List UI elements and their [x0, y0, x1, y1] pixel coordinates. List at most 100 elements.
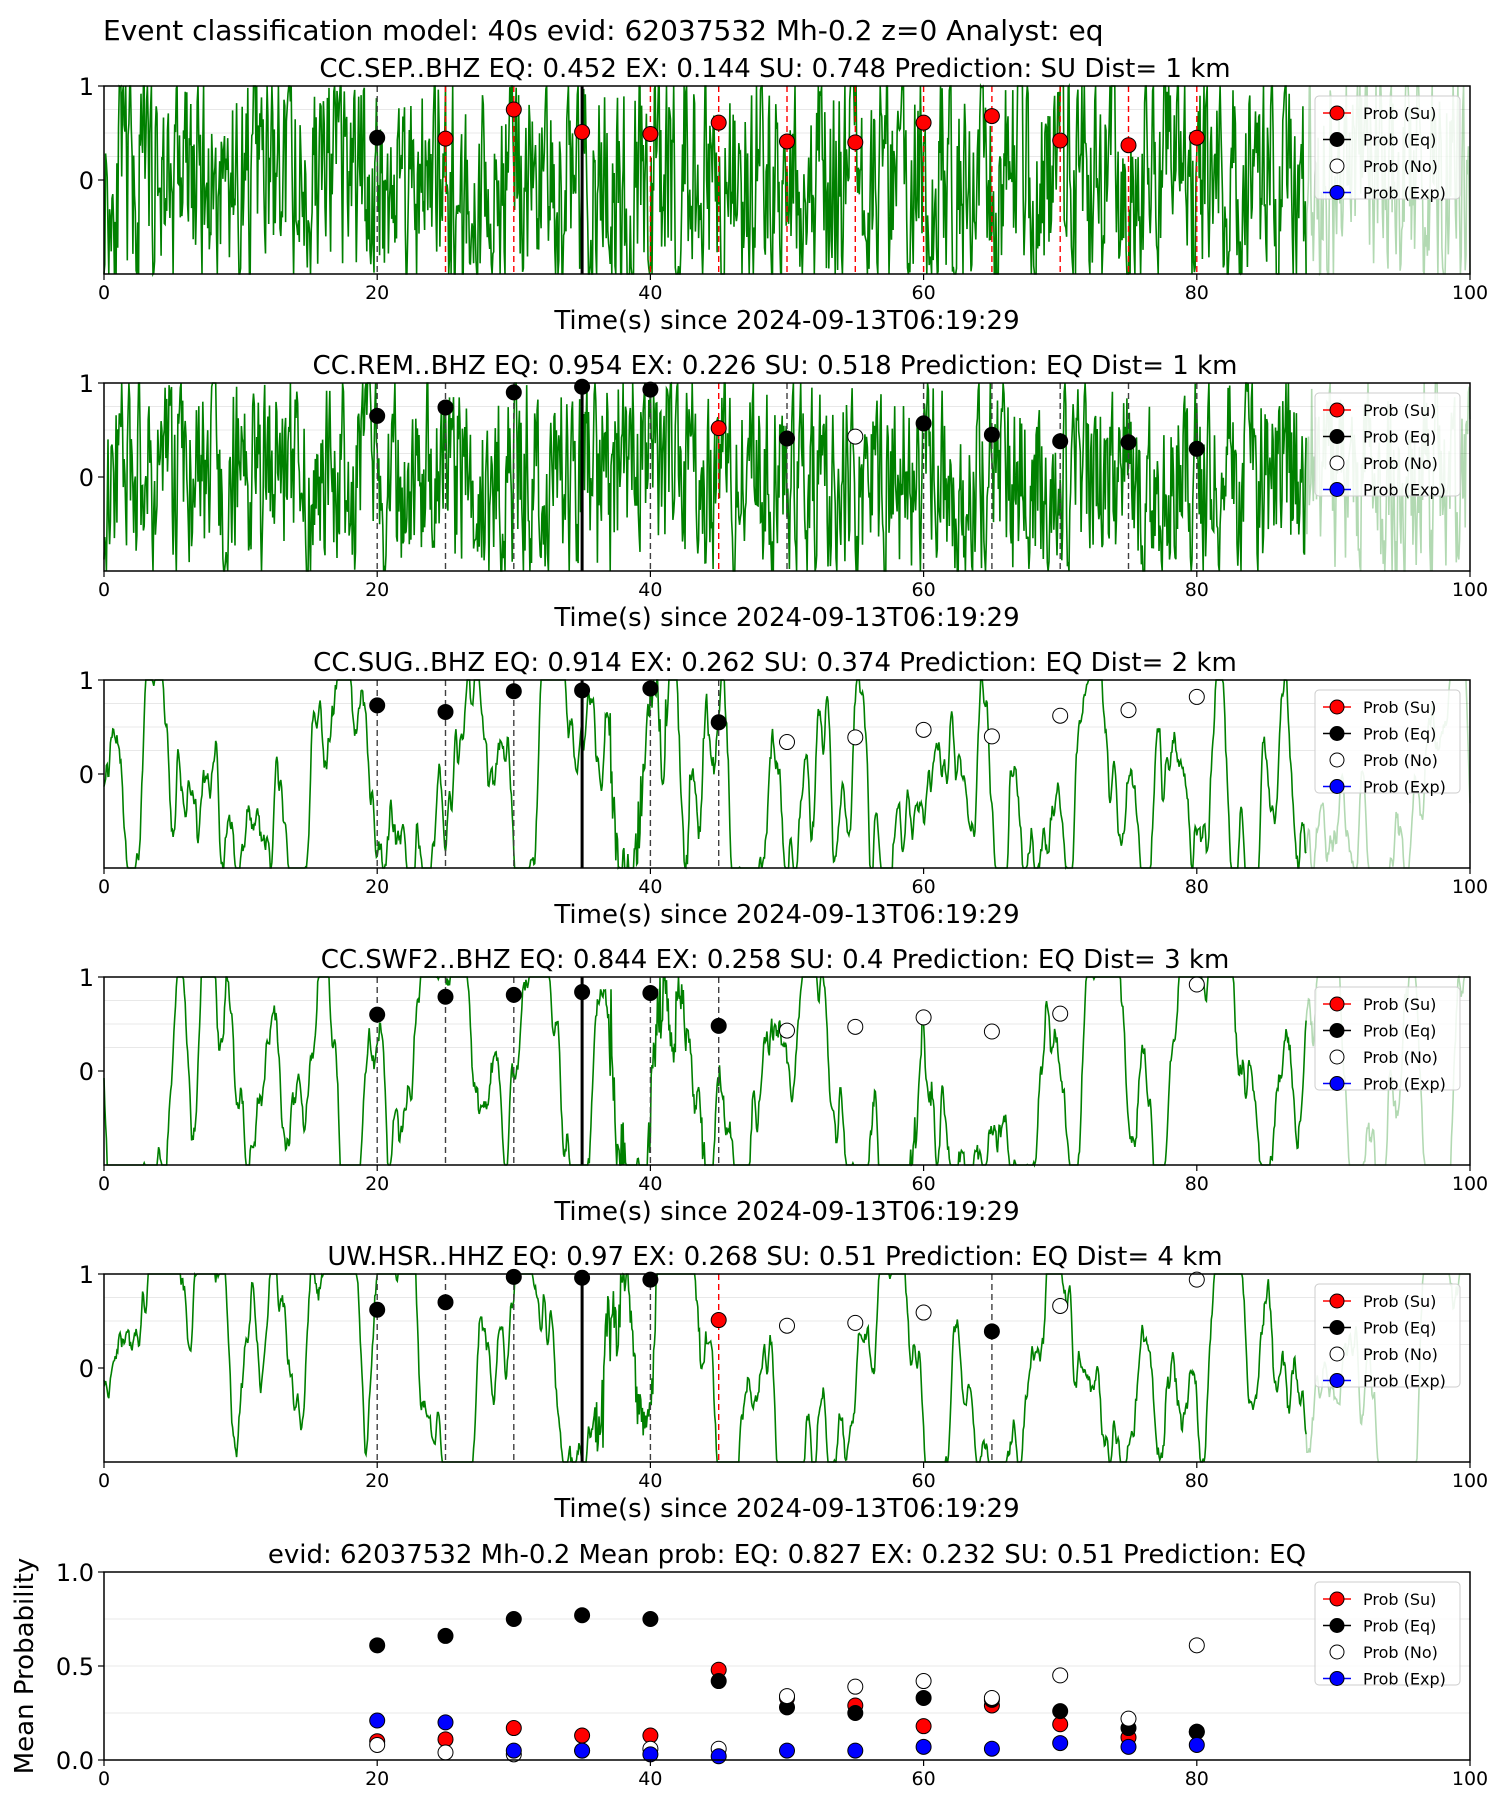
x-tick-label-80: 80 [1185, 876, 1209, 898]
panel-5: 0 20 40 60 80 100 0 1 UW.HSR..HHZ EQ: 0.97 EX: 0… [79, 1242, 1488, 1524]
point-eq-30 [505, 986, 522, 1003]
legend-box [1314, 689, 1461, 794]
legend-label-eq: Prob (Eq) [1363, 428, 1436, 447]
legend-marker-su [1329, 1293, 1345, 1309]
x-tick-label-100: 100 [1452, 1768, 1488, 1790]
legend-marker-su [1329, 402, 1345, 418]
point-su-80 [1188, 129, 1205, 146]
legend-label-no: Prob (No) [1363, 157, 1438, 176]
point-eq-65 [983, 1323, 1000, 1340]
point-eq-30 [505, 1268, 522, 1285]
point-eq-35 [574, 1607, 591, 1624]
point-su-65 [983, 108, 1000, 125]
y-tick-label-0: 0 [79, 1355, 94, 1383]
point-eq-45 [710, 1673, 727, 1690]
y-axis-label: Mean Probability [10, 1558, 40, 1775]
legend: Prob (Su) Prob (Eq) Prob (No) Prob (Exp) [1314, 392, 1461, 500]
x-tick-label-20: 20 [365, 1768, 389, 1790]
point-eq-60 [915, 415, 932, 432]
point-su-45 [710, 420, 727, 437]
point-exp-35 [574, 1742, 591, 1759]
legend-marker-exp [1329, 185, 1345, 200]
panel-3: 0 20 40 60 80 100 0 1 CC.SUG..BHZ EQ: 0.914 EX: … [79, 648, 1488, 930]
point-eq-40 [642, 381, 659, 398]
point-exp-80 [1188, 1736, 1205, 1753]
point-exp-75 [1120, 1738, 1137, 1755]
point-su-35 [574, 1727, 591, 1744]
point-no-20 [369, 1736, 386, 1753]
point-eq-20 [369, 129, 386, 146]
legend: Prob (Su) Prob (Eq) Prob (No) Prob (Exp) [1314, 1283, 1461, 1391]
legend-marker-su [1329, 996, 1345, 1012]
point-eq-45 [710, 1017, 727, 1034]
x-tick-label-40: 40 [638, 1173, 662, 1195]
x-tick-label-80: 80 [1185, 1470, 1209, 1492]
x-axis-label: Time(s) since 2024-09-13T06:19:29 [553, 1197, 1019, 1227]
legend-label-exp: Prob (Exp) [1363, 1075, 1446, 1094]
legend-marker-exp [1329, 1671, 1345, 1686]
y-tick-label-0.5: 0.5 [56, 1653, 94, 1681]
legend-marker-exp [1329, 1373, 1345, 1388]
legend-label-exp: Prob (Exp) [1363, 778, 1446, 797]
point-eq-25 [437, 988, 454, 1005]
legend-label-eq: Prob (Eq) [1363, 131, 1436, 150]
legend-label-eq: Prob (Eq) [1363, 1617, 1436, 1636]
y-tick-label-1: 1 [79, 73, 94, 101]
x-tick-label-80: 80 [1185, 579, 1209, 601]
legend-marker-exp [1329, 1076, 1345, 1091]
y-tick-label-1: 1 [79, 1261, 94, 1289]
point-eq-45 [710, 714, 727, 731]
x-tick-label-0: 0 [98, 1173, 110, 1195]
point-no-60 [915, 721, 932, 738]
legend-marker-su [1329, 699, 1345, 715]
point-eq-55 [847, 1705, 864, 1721]
point-su-40 [642, 125, 659, 142]
x-tick-label-0: 0 [98, 282, 110, 304]
panel-4: 0 20 40 60 80 100 0 1 CC.SWF2..BHZ EQ: 0.844 EX:… [79, 945, 1488, 1227]
legend-marker-no [1329, 1346, 1345, 1362]
point-no-80 [1188, 1271, 1205, 1288]
point-no-50 [779, 734, 795, 751]
legend-label-no: Prob (No) [1363, 454, 1438, 473]
panel-title: UW.HSR..HHZ EQ: 0.97 EX: 0.268 SU: 0.51 … [327, 1242, 1222, 1272]
legend: Prob (Su) Prob (Eq) Prob (No) Prob (Exp) [1314, 986, 1461, 1094]
legend: Prob (Su) Prob (Eq) Prob (No) Prob (Exp) [1314, 1581, 1461, 1689]
y-tick-label-1: 1 [79, 370, 94, 398]
point-su-75 [1120, 137, 1137, 154]
point-eq-40 [642, 1611, 659, 1627]
x-tick-label-80: 80 [1185, 1768, 1209, 1790]
panel-title: CC.SEP..BHZ EQ: 0.452 EX: 0.144 SU: 0.74… [319, 54, 1230, 84]
x-tick-label-100: 100 [1452, 876, 1488, 898]
legend-label-exp: Prob (Exp) [1363, 184, 1446, 203]
x-tick-label-40: 40 [638, 1768, 662, 1790]
point-su-60 [915, 114, 932, 131]
legend-label-su: Prob (Su) [1363, 698, 1436, 717]
x-tick-label-0: 0 [98, 1768, 110, 1790]
point-no-65 [983, 728, 1000, 745]
point-no-70 [1052, 1005, 1069, 1022]
legend-marker-eq [1329, 1320, 1345, 1335]
legend-label-exp: Prob (Exp) [1363, 1372, 1446, 1391]
y-tick-label-1: 1 [79, 667, 94, 695]
x-tick-label-60: 60 [912, 1173, 936, 1195]
point-eq-25 [437, 1294, 454, 1311]
point-su-35 [574, 124, 591, 141]
point-su-55 [847, 134, 864, 151]
y-tick-label-0: 0 [79, 167, 94, 195]
y-tick-label-0.0: 0.0 [56, 1747, 94, 1775]
panel-2: 0 20 40 60 80 100 0 1 CC.REM..BHZ EQ: 0.954 EX: … [79, 351, 1488, 633]
point-no-70 [1052, 707, 1069, 724]
legend-marker-no [1329, 1644, 1345, 1660]
x-axis-label: Time(s) since 2024-09-13T06:19:29 [553, 306, 1019, 336]
point-exp-65 [983, 1740, 1000, 1757]
point-su-60 [915, 1718, 932, 1735]
legend-marker-eq [1329, 1618, 1345, 1633]
x-axis-label: Time(s) since 2024-09-13T06:19:29 [553, 603, 1019, 633]
point-eq-30 [505, 683, 522, 700]
y-tick-label-0: 0 [79, 761, 94, 789]
legend-marker-exp [1329, 779, 1345, 794]
legend-label-su: Prob (Su) [1363, 1292, 1436, 1311]
x-tick-label-40: 40 [638, 1470, 662, 1492]
x-tick-label-20: 20 [365, 1173, 389, 1195]
